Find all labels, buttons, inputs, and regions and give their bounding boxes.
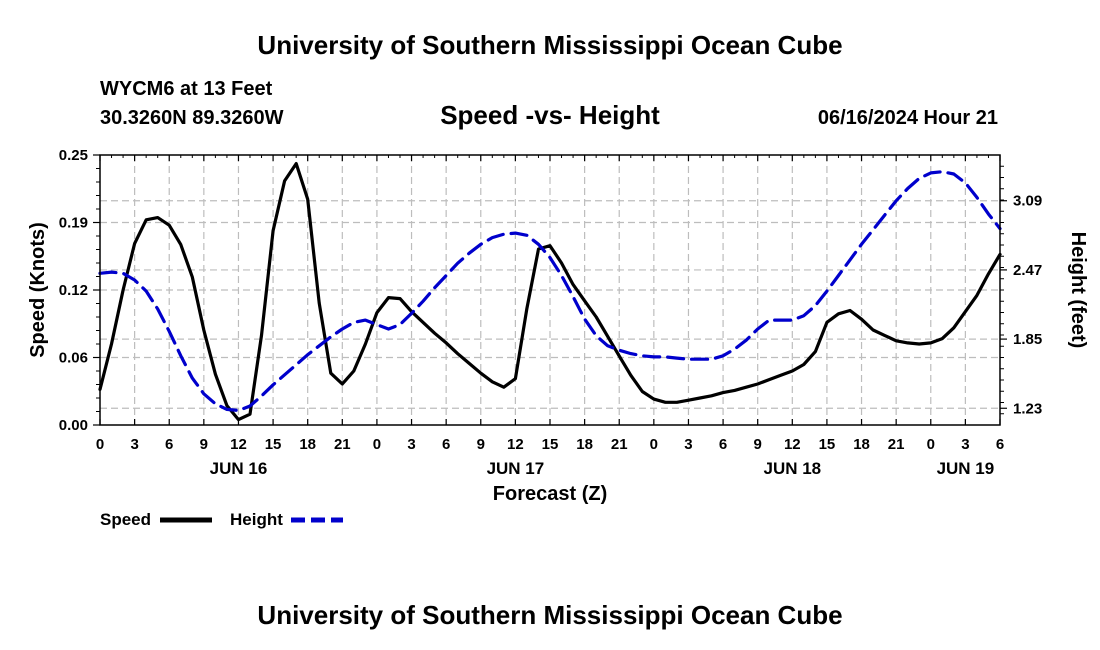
x-tick-label: 12 <box>507 436 524 453</box>
x-tick-label: 15 <box>542 436 559 453</box>
x-tick-label: 9 <box>754 436 762 453</box>
x-tick-label: 3 <box>130 436 138 453</box>
x-tick-label: 6 <box>442 436 450 453</box>
x-tick-label: 21 <box>611 436 628 453</box>
day-label: JUN 18 <box>763 459 821 478</box>
legend: Speed Height <box>100 510 343 529</box>
x-tick-label: 3 <box>961 436 969 453</box>
day-label: JUN 16 <box>210 459 268 478</box>
x-tick-label: 12 <box>230 436 247 453</box>
page-title: University of Southern Mississippi Ocean… <box>257 30 842 60</box>
y2-tick-label: 3.09 <box>1013 193 1042 210</box>
y2-tick-label: 1.23 <box>1013 400 1042 417</box>
grid <box>100 155 1000 425</box>
axes: 0 3 6 9 12 15 18 21 0 3 6 9 12 15 18 21 0 3 6 9 12 15 18 21 0 3 6 0… <box>59 147 1042 478</box>
x-axis-label: Forecast (Z) <box>493 483 607 505</box>
x-tick-label: 0 <box>927 436 935 453</box>
x-tick-label: 18 <box>853 436 870 453</box>
x-tick-label: 18 <box>576 436 593 453</box>
series-line-speed <box>98 162 1002 422</box>
location-label: 30.3260N 89.3260W <box>100 107 284 129</box>
legend-height-label: Height <box>230 510 283 529</box>
footer-title: University of Southern Mississippi Ocean… <box>257 600 842 630</box>
y-tick-label: 0.12 <box>59 282 88 299</box>
x-tick-label: 9 <box>477 436 485 453</box>
x-tick-label: 9 <box>200 436 208 453</box>
x-tick-label: 15 <box>819 436 836 453</box>
x-tick-label: 15 <box>265 436 282 453</box>
y-tick-label: 0.25 <box>59 147 88 164</box>
x-tick-label: 21 <box>334 436 351 453</box>
day-label: JUN 17 <box>487 459 545 478</box>
day-label: JUN 19 <box>937 459 995 478</box>
y2-tick-label: 1.85 <box>1013 331 1042 348</box>
x-tick-label: 3 <box>407 436 415 453</box>
y-tick-label: 0.06 <box>59 350 88 367</box>
y2-axis-label: Height (feet) <box>1067 232 1089 349</box>
y-tick-label: 0.19 <box>59 215 88 232</box>
x-tick-label: 6 <box>719 436 727 453</box>
x-tick-label: 18 <box>299 436 316 453</box>
timestamp-label: 06/16/2024 Hour 21 <box>818 107 998 129</box>
x-tick-label: 6 <box>165 436 173 453</box>
station-label: WYCM6 at 13 Feet <box>100 78 273 100</box>
x-tick-label: 3 <box>684 436 692 453</box>
y-tick-label: 0.00 <box>59 417 88 434</box>
series-line-height <box>98 170 1002 413</box>
series-lines <box>98 162 1002 422</box>
x-tick-label: 0 <box>96 436 104 453</box>
x-tick-label: 0 <box>650 436 658 453</box>
y2-tick-label: 2.47 <box>1013 262 1042 279</box>
x-tick-label: 21 <box>888 436 905 453</box>
x-tick-label: 12 <box>784 436 801 453</box>
legend-speed-label: Speed <box>100 510 151 529</box>
x-tick-label: 6 <box>996 436 1004 453</box>
y-axis-label: Speed (Knots) <box>27 222 49 358</box>
chart-title: Speed -vs- Height <box>440 100 660 130</box>
x-tick-label: 0 <box>373 436 381 453</box>
